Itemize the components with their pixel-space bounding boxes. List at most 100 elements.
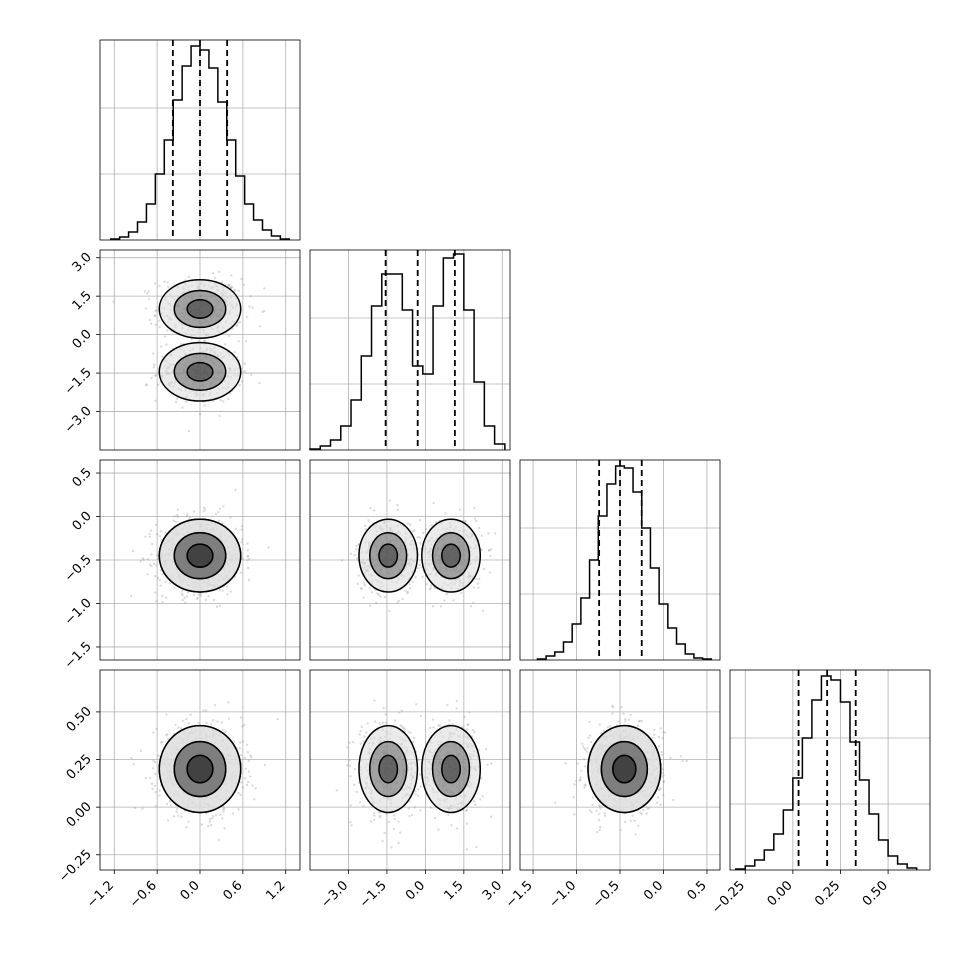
sample-point bbox=[478, 577, 481, 581]
sample-point bbox=[390, 846, 393, 849]
panel-p1-p1 bbox=[309, 249, 511, 451]
sample-point bbox=[241, 786, 245, 789]
x-tick-label: 0.0 bbox=[178, 878, 203, 903]
histogram-p1 bbox=[309, 253, 506, 450]
sample-point bbox=[392, 827, 395, 831]
panel-p1-p2 bbox=[309, 459, 511, 661]
sample-point bbox=[431, 718, 435, 721]
sample-point bbox=[243, 362, 246, 365]
sample-point bbox=[340, 559, 344, 562]
panel-p0-p1: −3.0 −1.5 0.0 1.5 3.0 bbox=[62, 249, 301, 451]
sample-point bbox=[349, 552, 353, 555]
sample-point bbox=[382, 707, 385, 710]
sample-point bbox=[358, 733, 361, 736]
sample-point bbox=[480, 534, 483, 537]
sample-point bbox=[158, 284, 161, 287]
sample-point bbox=[131, 549, 135, 553]
sample-point bbox=[353, 783, 356, 786]
sample-point bbox=[248, 305, 251, 308]
sample-point bbox=[429, 586, 432, 590]
sample-point bbox=[642, 809, 645, 812]
sample-point bbox=[195, 597, 199, 601]
y-tick-label: 0.00 bbox=[64, 799, 95, 830]
sample-point bbox=[588, 734, 592, 737]
sample-point bbox=[208, 817, 212, 821]
sample-point bbox=[360, 587, 363, 590]
sample-point bbox=[147, 290, 150, 293]
sample-point bbox=[176, 515, 179, 519]
panel-frame bbox=[309, 669, 511, 871]
sample-point bbox=[478, 526, 481, 530]
sample-point bbox=[486, 763, 489, 766]
sample-point bbox=[156, 576, 160, 580]
sample-point bbox=[599, 825, 602, 829]
sample-point bbox=[187, 721, 190, 725]
sample-point bbox=[232, 740, 236, 743]
x-tick-label: −1.5 bbox=[357, 878, 390, 911]
sample-point bbox=[477, 586, 480, 589]
sample-point bbox=[597, 818, 601, 822]
sample-point bbox=[647, 807, 650, 811]
panel-frame bbox=[99, 39, 301, 241]
sample-point bbox=[418, 563, 421, 567]
sample-point bbox=[192, 510, 196, 513]
sample-point bbox=[439, 605, 443, 608]
sample-point bbox=[142, 558, 145, 561]
sample-point bbox=[167, 737, 170, 741]
sample-point bbox=[657, 735, 661, 739]
sample-point bbox=[455, 699, 458, 703]
sample-point bbox=[141, 557, 144, 560]
sample-point bbox=[254, 787, 257, 790]
sample-point bbox=[226, 585, 229, 588]
sample-point bbox=[158, 319, 161, 322]
sample-point bbox=[169, 804, 172, 807]
sample-point bbox=[348, 764, 351, 768]
sample-point bbox=[475, 577, 478, 581]
sample-point bbox=[384, 713, 387, 716]
sample-point bbox=[249, 754, 252, 757]
sample-point bbox=[629, 819, 632, 822]
sample-point bbox=[245, 743, 249, 746]
sample-point bbox=[574, 779, 578, 782]
sample-point bbox=[355, 545, 358, 548]
sample-point bbox=[240, 525, 244, 528]
sample-point bbox=[598, 804, 601, 807]
sample-point bbox=[598, 812, 601, 815]
sample-point bbox=[452, 599, 455, 602]
sample-point bbox=[212, 719, 215, 722]
sample-point bbox=[588, 720, 591, 724]
sample-point bbox=[360, 725, 363, 729]
sample-point bbox=[397, 599, 400, 603]
sample-point bbox=[155, 600, 158, 603]
sample-point bbox=[222, 810, 225, 813]
sample-point bbox=[177, 726, 180, 729]
sample-point bbox=[237, 289, 240, 293]
sample-point bbox=[466, 723, 469, 727]
sample-point bbox=[377, 593, 380, 596]
sample-point bbox=[153, 314, 157, 318]
sample-point bbox=[205, 812, 208, 815]
sample-point bbox=[263, 763, 267, 767]
sample-point bbox=[156, 553, 159, 557]
sample-point bbox=[438, 724, 442, 727]
sample-point bbox=[227, 717, 231, 720]
sample-point bbox=[603, 811, 606, 815]
sample-point bbox=[176, 807, 179, 811]
sample-point bbox=[130, 757, 133, 760]
sample-point bbox=[151, 787, 154, 791]
sample-point bbox=[166, 329, 169, 332]
sample-point bbox=[489, 815, 493, 818]
sample-point bbox=[202, 510, 205, 513]
sample-point bbox=[172, 519, 175, 522]
sample-point bbox=[418, 536, 422, 539]
sample-point bbox=[443, 599, 446, 602]
x-tick-label: −1.5 bbox=[503, 878, 536, 911]
sample-point bbox=[460, 591, 463, 594]
sample-point bbox=[228, 334, 231, 338]
sample-point bbox=[645, 806, 648, 809]
sample-point bbox=[573, 813, 576, 816]
sample-point bbox=[161, 594, 164, 598]
sample-point bbox=[349, 820, 352, 824]
sample-point bbox=[413, 529, 416, 532]
sample-point bbox=[661, 737, 664, 740]
